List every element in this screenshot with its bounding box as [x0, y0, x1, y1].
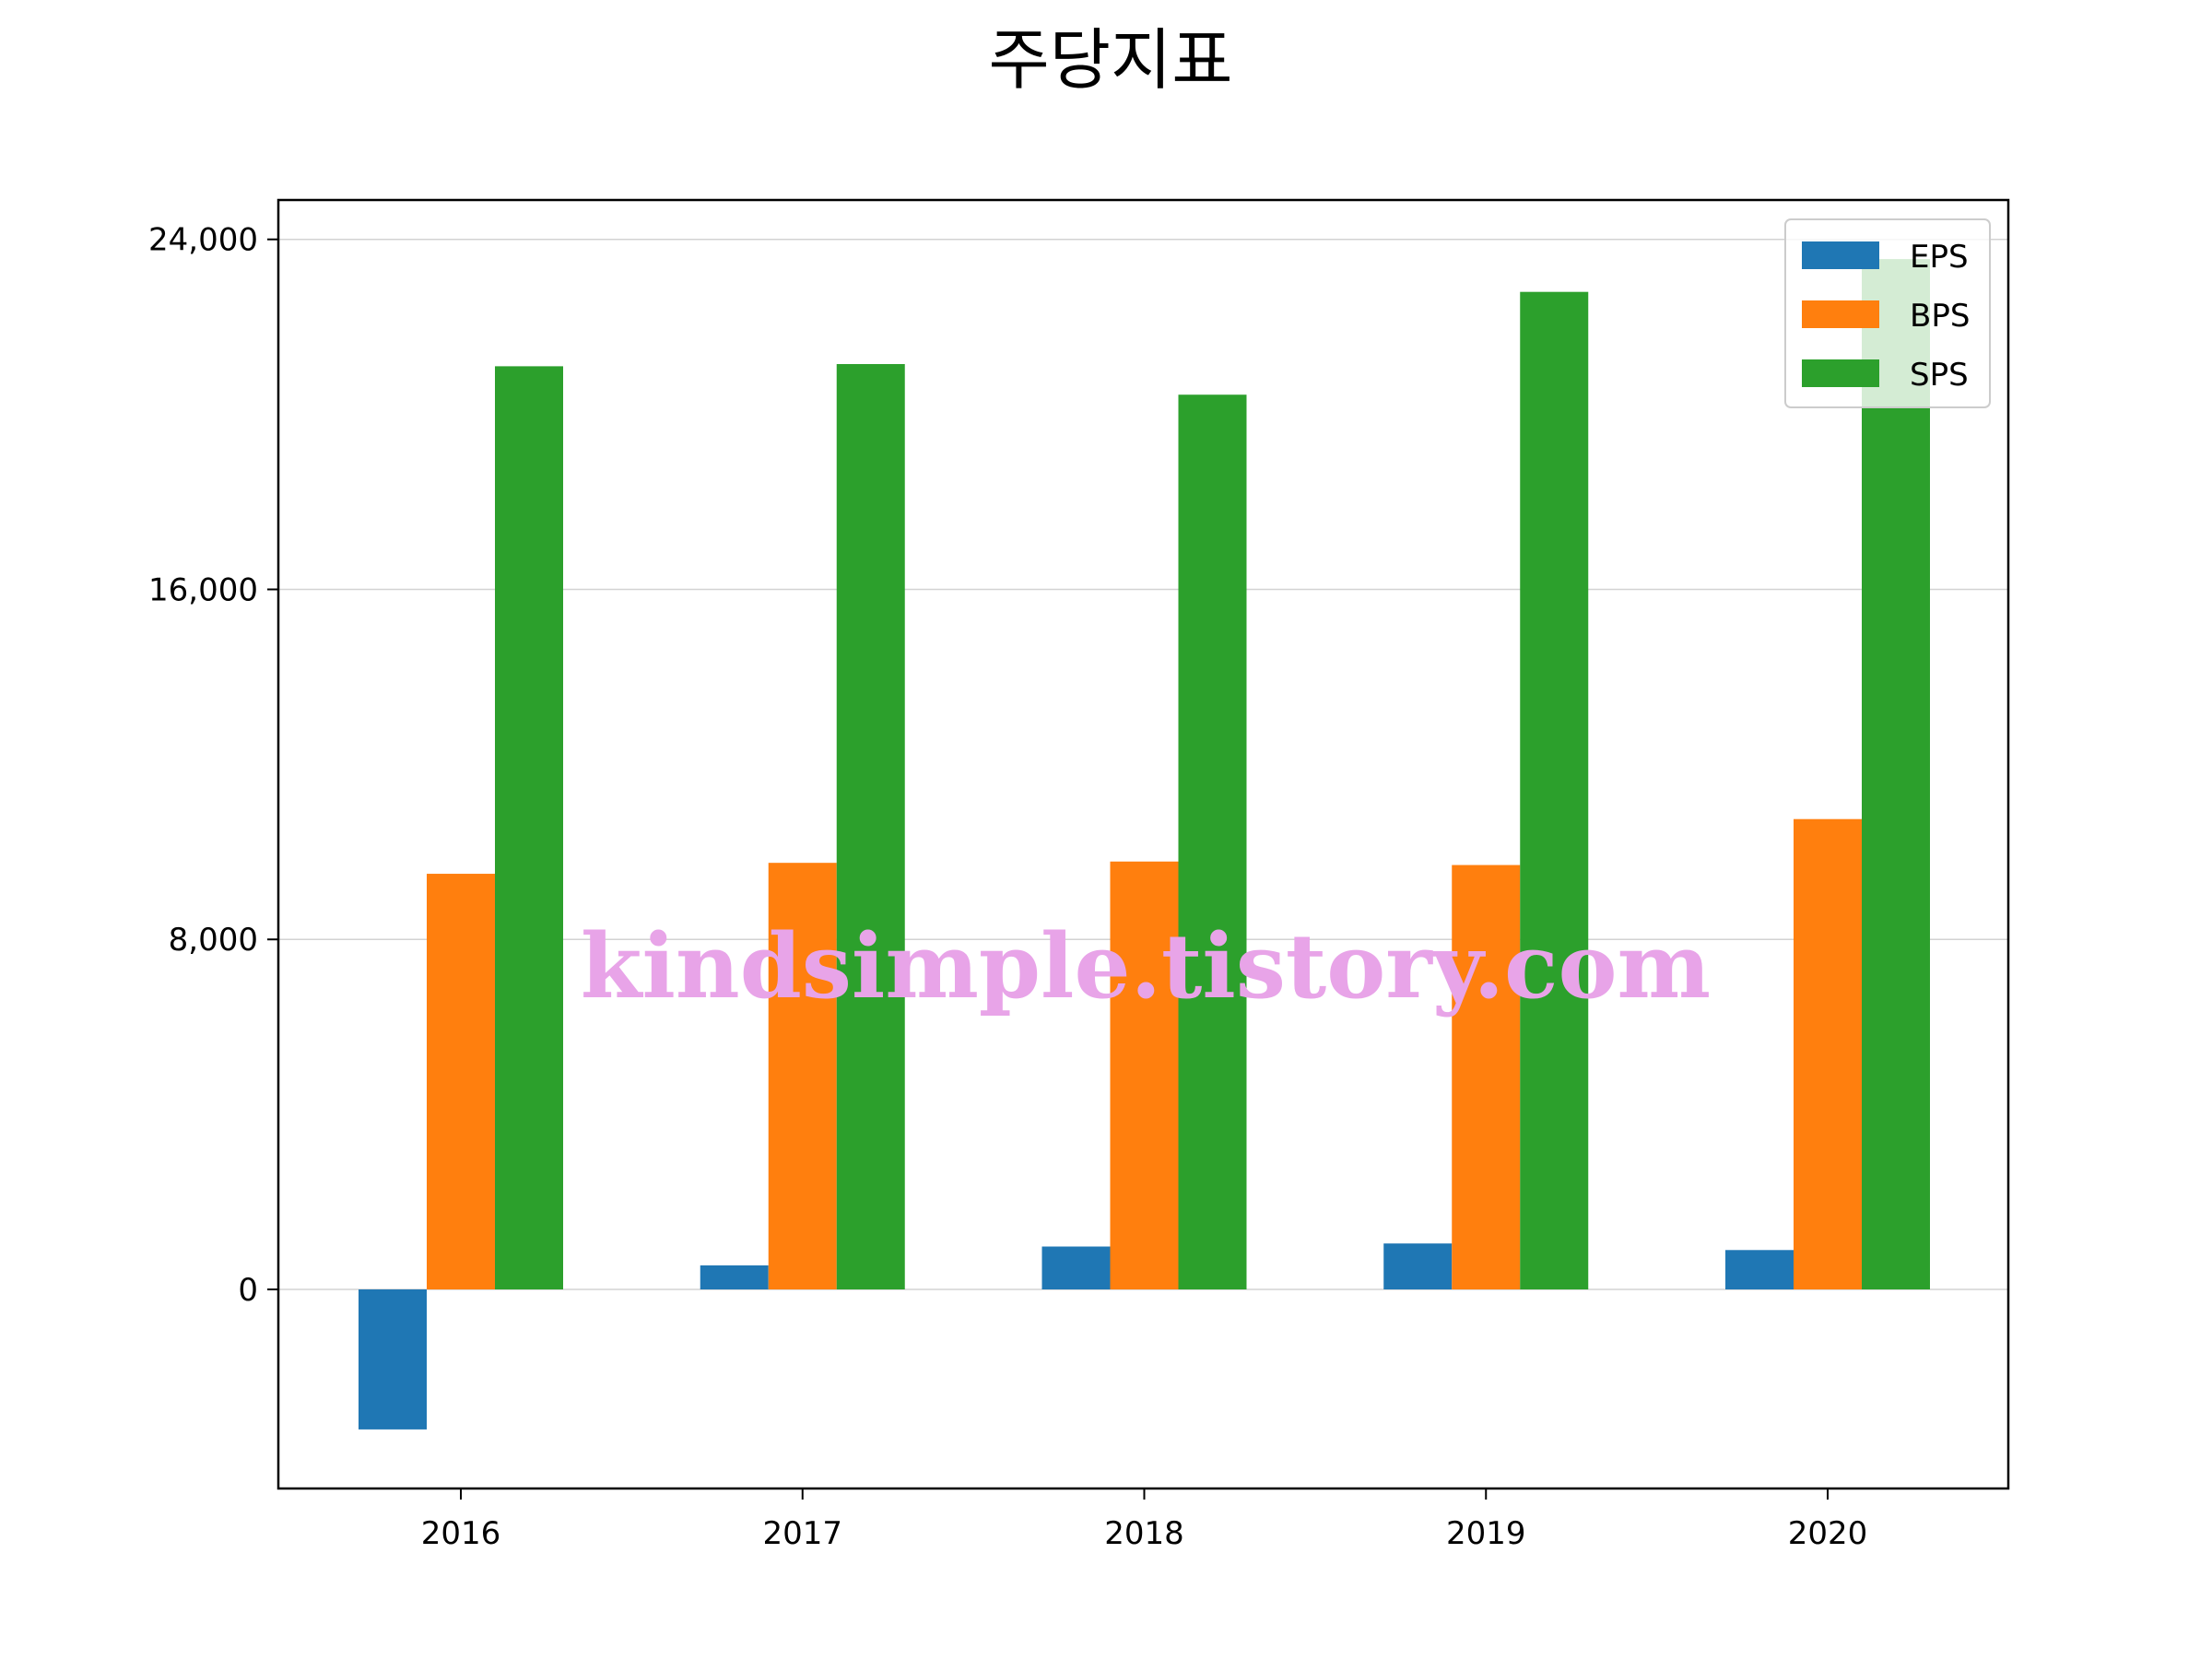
bar-eps-2020 — [1725, 1250, 1794, 1290]
y-tick-label: 24,000 — [148, 222, 258, 259]
y-axis: 0 8,000 16,000 24,000 — [148, 222, 278, 1309]
bars — [359, 259, 1930, 1430]
x-tick-label: 2019 — [1446, 1515, 1526, 1552]
x-tick-label: 2018 — [1104, 1515, 1184, 1552]
watermark: kindsimple.tistory.com — [581, 914, 1711, 1018]
legend-swatch-eps — [1802, 241, 1879, 269]
x-axis: 2016 2017 2018 2019 2020 — [421, 1488, 1868, 1552]
chart-title: 주당지표 — [989, 21, 1233, 99]
bar-sps-2018 — [1178, 394, 1247, 1290]
legend: EPS BPS SPS — [1784, 218, 1991, 408]
bar-sps-2016 — [495, 366, 563, 1290]
bar-bps-2020 — [1794, 818, 1862, 1290]
y-tick-label: 16,000 — [148, 571, 258, 608]
bar-bps-2019 — [1452, 865, 1521, 1290]
x-tick-label: 2020 — [1788, 1515, 1868, 1552]
bar-eps-2017 — [700, 1265, 769, 1290]
bar-sps-2020 — [1862, 259, 1930, 1290]
legend-label-eps: EPS — [1910, 239, 1969, 276]
y-tick-label: 0 — [238, 1272, 258, 1309]
bar-sps-2019 — [1520, 291, 1589, 1290]
bar-bps-2016 — [427, 874, 495, 1290]
legend-swatch-sps — [1802, 359, 1879, 387]
legend-swatch-bps — [1802, 300, 1879, 328]
bar-sps-2017 — [836, 364, 905, 1290]
bar-eps-2018 — [1041, 1246, 1111, 1290]
x-tick-label: 2017 — [762, 1515, 842, 1552]
x-tick-label: 2016 — [421, 1515, 501, 1552]
legend-label-sps: SPS — [1910, 357, 1969, 394]
legend-label-bps: BPS — [1910, 298, 1970, 335]
y-tick-label: 8,000 — [169, 922, 258, 959]
bar-bps-2018 — [1110, 861, 1179, 1290]
bar-eps-2016 — [359, 1289, 427, 1430]
bar-bps-2017 — [768, 863, 837, 1290]
bar-eps-2019 — [1383, 1243, 1453, 1290]
